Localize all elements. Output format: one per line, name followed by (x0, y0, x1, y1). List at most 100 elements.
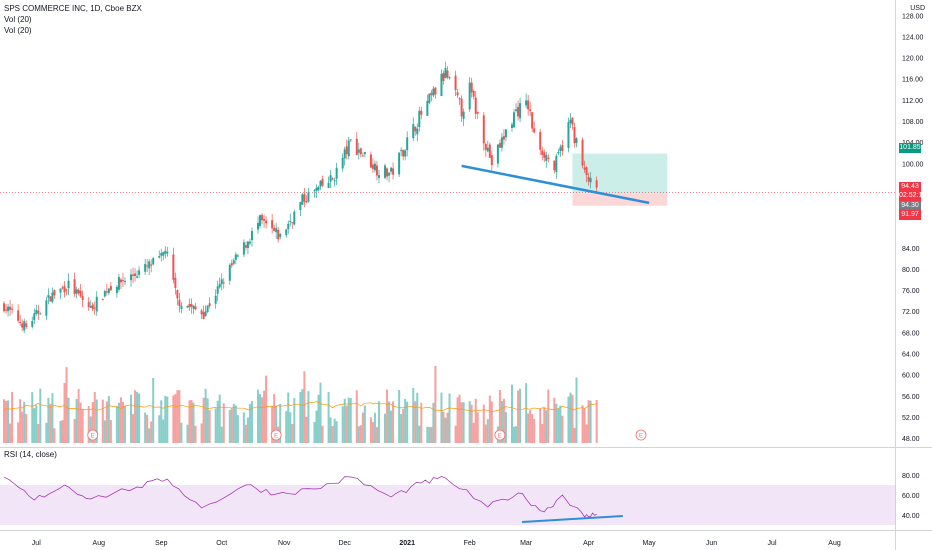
candle (152, 258, 155, 265)
volume-bar (53, 428, 56, 443)
candle (547, 157, 550, 160)
candle (462, 111, 465, 119)
candle (488, 144, 491, 158)
candle (504, 129, 507, 138)
candle (539, 131, 542, 150)
candle (486, 147, 489, 152)
candle (303, 194, 306, 202)
volume-bar (164, 395, 167, 443)
candle (525, 100, 528, 106)
candle (105, 291, 108, 293)
candle (39, 313, 42, 315)
candle (132, 274, 135, 276)
volume-bar (246, 417, 249, 443)
time-tick-label: Feb (464, 540, 476, 547)
candle (317, 186, 320, 191)
volume-bar (45, 422, 48, 443)
candle (571, 117, 574, 125)
volume-bar (569, 392, 572, 443)
volume-bar (67, 397, 70, 443)
volume-bar (23, 401, 26, 443)
volume-bar (279, 403, 282, 443)
volume-bar (65, 367, 68, 443)
volume-bar (289, 412, 292, 443)
volume-bar (428, 426, 431, 443)
volume-bar (144, 412, 147, 443)
candle (581, 139, 584, 166)
volume-bar (160, 400, 163, 443)
price-tick-label: 100.00 (902, 161, 924, 168)
earnings-label: E (498, 434, 502, 440)
volume-bar (527, 413, 530, 443)
candle (434, 87, 437, 95)
price-tick-label: 64.00 (902, 352, 920, 359)
volume-bar (261, 397, 264, 443)
volume-bar (440, 392, 443, 443)
candle (263, 219, 266, 221)
volume-bar (101, 399, 104, 443)
volume-bar (9, 423, 12, 443)
candle (573, 127, 576, 144)
candle (277, 229, 280, 240)
candle (144, 263, 147, 272)
candle (329, 175, 332, 182)
candle (430, 92, 433, 96)
volume-bar (472, 422, 475, 443)
candle (472, 90, 475, 97)
candle (259, 215, 262, 226)
volume-bar (363, 405, 366, 443)
volume-bar (109, 420, 112, 443)
volume-bar (486, 419, 489, 443)
candle (194, 306, 197, 310)
candle (553, 160, 556, 171)
volume-bar (329, 417, 332, 443)
candle (47, 294, 50, 298)
candle (204, 311, 207, 317)
volume-bar (390, 410, 393, 443)
volume-bar (146, 414, 149, 443)
candle (186, 305, 189, 308)
volume-bar (265, 375, 268, 443)
volume-bar (291, 423, 294, 443)
candle (87, 302, 90, 307)
candle (25, 323, 28, 327)
candle (569, 119, 572, 124)
volume-bar (349, 398, 352, 443)
candle (515, 109, 518, 112)
volume-bar (557, 408, 560, 443)
volume-bar (293, 398, 296, 443)
volume-bar (377, 401, 380, 443)
volume-bar (375, 427, 378, 443)
candle (468, 82, 471, 110)
candle (134, 273, 137, 276)
candle (172, 254, 175, 280)
volume-bar (174, 394, 177, 443)
volume-bar (61, 420, 64, 443)
time-tick-label: Aug (828, 540, 841, 547)
volume-bar (500, 401, 503, 443)
volume-bar (204, 388, 207, 443)
volume-bar (81, 409, 84, 443)
volume-bar (93, 392, 96, 443)
volume-bar (95, 399, 98, 443)
candle (474, 97, 477, 114)
volume-bar (482, 404, 485, 443)
time-tick-label: Oct (216, 540, 227, 547)
stop-zone (572, 193, 668, 206)
candle (527, 100, 530, 110)
candle (371, 164, 374, 169)
candle (454, 75, 457, 90)
candle (446, 70, 449, 78)
candle (595, 180, 598, 188)
candle (17, 310, 20, 321)
volume-bar (369, 417, 372, 443)
candle (208, 303, 211, 307)
volume-bar (343, 398, 346, 443)
volume-bar (73, 419, 76, 443)
volume-bar (285, 411, 288, 443)
candle (59, 288, 62, 293)
volume-bar (5, 401, 8, 443)
volume-bar (194, 425, 197, 443)
candle (7, 306, 10, 312)
